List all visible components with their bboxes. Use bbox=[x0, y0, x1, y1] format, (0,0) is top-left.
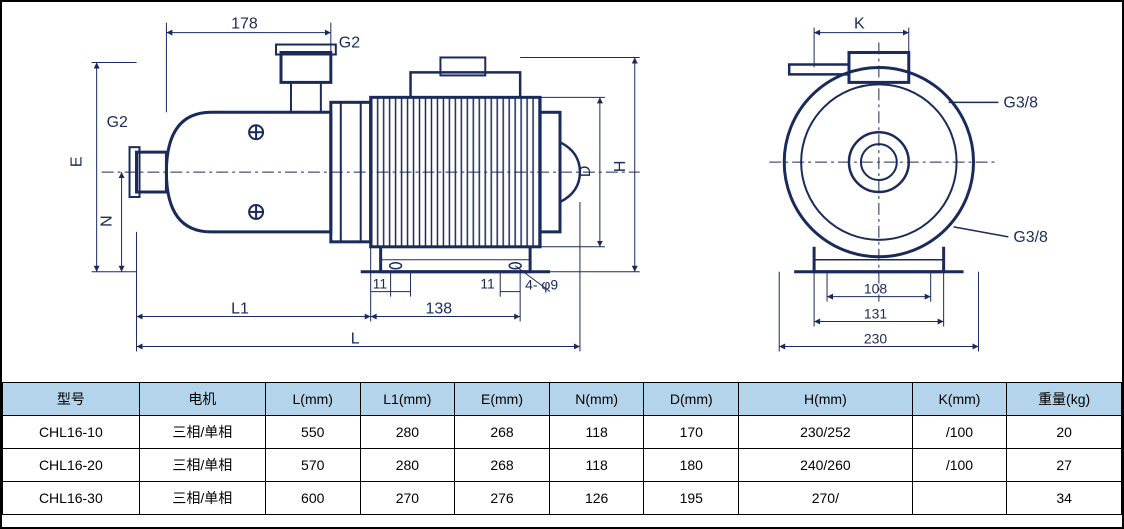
table-row: CHL16-20 三相/单相 570 280 268 118 180 240/2… bbox=[3, 449, 1122, 482]
col-L: L(mm) bbox=[265, 383, 360, 416]
dim-11b: 11 bbox=[480, 276, 495, 292]
label-g38-b: G3/8 bbox=[1013, 229, 1048, 246]
cell: /100 bbox=[912, 449, 1007, 482]
table-row: CHL16-30 三相/单相 600 270 276 126 195 270/ … bbox=[3, 482, 1122, 515]
cell bbox=[912, 482, 1007, 515]
cell: 280 bbox=[360, 449, 455, 482]
col-motor: 电机 bbox=[139, 383, 265, 416]
cell: 270/ bbox=[739, 482, 913, 515]
spec-sheet: 178 G2 G2 E N D H 11 11 L1 138 L 4- φ9 bbox=[0, 0, 1124, 529]
cell: 270 bbox=[360, 482, 455, 515]
dim-E: E bbox=[69, 156, 86, 167]
dim-L1: L1 bbox=[231, 301, 249, 318]
dim-131: 131 bbox=[864, 306, 888, 322]
col-weight: 重量(kg) bbox=[1007, 383, 1122, 416]
side-view: 178 G2 G2 E N D H 11 11 L1 138 L 4- φ9 bbox=[69, 16, 640, 352]
cell: 三相/单相 bbox=[139, 449, 265, 482]
cell: 280 bbox=[360, 416, 455, 449]
cell: 27 bbox=[1007, 449, 1122, 482]
dim-H: H bbox=[612, 161, 629, 173]
dim-L: L bbox=[351, 330, 360, 347]
cell: 三相/单相 bbox=[139, 482, 265, 515]
cell: 三相/单相 bbox=[139, 416, 265, 449]
table-header-row: 型号 电机 L(mm) L1(mm) E(mm) N(mm) D(mm) H(m… bbox=[3, 383, 1122, 416]
col-L1: L1(mm) bbox=[360, 383, 455, 416]
end-view: K G3/8 G3/8 108 131 230 bbox=[769, 16, 1048, 352]
dim-11a: 11 bbox=[373, 276, 388, 292]
cell: 118 bbox=[549, 449, 644, 482]
cell: 195 bbox=[644, 482, 739, 515]
cell: 20 bbox=[1007, 416, 1122, 449]
cell: CHL16-20 bbox=[3, 449, 140, 482]
table-row: CHL16-10 三相/单相 550 280 268 118 170 230/2… bbox=[3, 416, 1122, 449]
cell: 34 bbox=[1007, 482, 1122, 515]
cell: 268 bbox=[455, 416, 550, 449]
cell: CHL16-30 bbox=[3, 482, 140, 515]
dim-D: D bbox=[577, 166, 594, 178]
drawing-svg: 178 G2 G2 E N D H 11 11 L1 138 L 4- φ9 bbox=[2, 2, 1122, 382]
dim-K: K bbox=[854, 16, 865, 33]
label-g2-left: G2 bbox=[107, 114, 128, 131]
col-K: K(mm) bbox=[912, 383, 1007, 416]
col-D: D(mm) bbox=[644, 383, 739, 416]
cell: 550 bbox=[265, 416, 360, 449]
cell: 268 bbox=[455, 449, 550, 482]
cell: 600 bbox=[265, 482, 360, 515]
dim-N: N bbox=[99, 215, 116, 227]
col-E: E(mm) bbox=[455, 383, 550, 416]
cell: 170 bbox=[644, 416, 739, 449]
dim-178: 178 bbox=[231, 16, 258, 33]
dim-108: 108 bbox=[864, 281, 888, 297]
cell: 126 bbox=[549, 482, 644, 515]
col-N: N(mm) bbox=[549, 383, 644, 416]
dim-138: 138 bbox=[425, 301, 452, 318]
cell: 230/252 bbox=[739, 416, 913, 449]
cell: 180 bbox=[644, 449, 739, 482]
cell: 276 bbox=[455, 482, 550, 515]
spec-table: 型号 电机 L(mm) L1(mm) E(mm) N(mm) D(mm) H(m… bbox=[2, 382, 1122, 515]
label-g2-top: G2 bbox=[339, 35, 360, 52]
cell: /100 bbox=[912, 416, 1007, 449]
cell: 118 bbox=[549, 416, 644, 449]
dim-230: 230 bbox=[864, 330, 888, 346]
cell: CHL16-10 bbox=[3, 416, 140, 449]
col-model: 型号 bbox=[3, 383, 140, 416]
col-H: H(mm) bbox=[739, 383, 913, 416]
cell: 240/260 bbox=[739, 449, 913, 482]
label-g38-a: G3/8 bbox=[1003, 94, 1038, 111]
cell: 570 bbox=[265, 449, 360, 482]
dim-holes: 4- φ9 bbox=[525, 277, 558, 293]
technical-drawing: 178 G2 G2 E N D H 11 11 L1 138 L 4- φ9 bbox=[2, 2, 1122, 382]
